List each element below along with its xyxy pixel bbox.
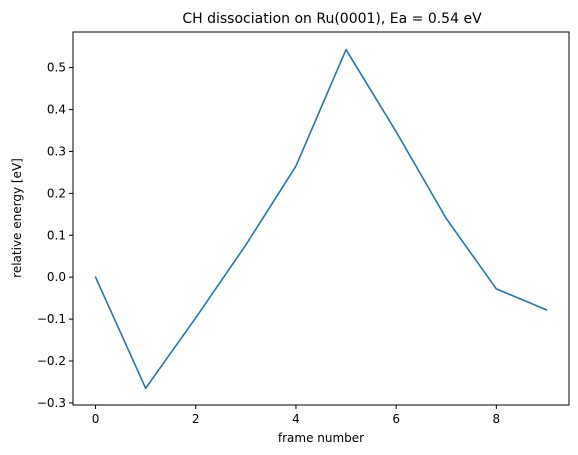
series-line-0 (94, 48, 548, 390)
y-tick-label: −0.1 (37, 312, 66, 326)
y-tick-label: −0.3 (37, 396, 66, 410)
x-axis-label: frame number (278, 431, 364, 445)
y-tick-label: 0.3 (47, 144, 66, 158)
x-tick-label: 2 (192, 412, 200, 426)
y-tick-label: 0.5 (47, 61, 66, 75)
y-tick-label: 0.4 (47, 103, 66, 117)
y-tick-label: 0.2 (47, 186, 66, 200)
x-axis-ticks: 0 2 4 6 8 (92, 405, 500, 426)
plot-area (73, 32, 569, 405)
chart-title: CH dissociation on Ru(0001), Ea = 0.54 e… (182, 11, 482, 27)
y-axis-label: relative energy [eV] (10, 158, 24, 278)
series-layer (94, 48, 548, 390)
y-tick-label: −0.2 (37, 354, 66, 368)
x-tick-label: 0 (92, 412, 100, 426)
x-tick-label: 4 (292, 412, 300, 426)
x-tick-label: 6 (392, 412, 400, 426)
y-tick-label: 0.1 (47, 228, 66, 242)
x-tick-label: 8 (493, 412, 501, 426)
y-axis-ticks: −0.3 −0.2 −0.1 0.0 0.1 0.2 0.3 0.4 0.5 (37, 61, 73, 410)
y-tick-label: 0.0 (47, 270, 66, 284)
plot-frame (72, 31, 570, 406)
